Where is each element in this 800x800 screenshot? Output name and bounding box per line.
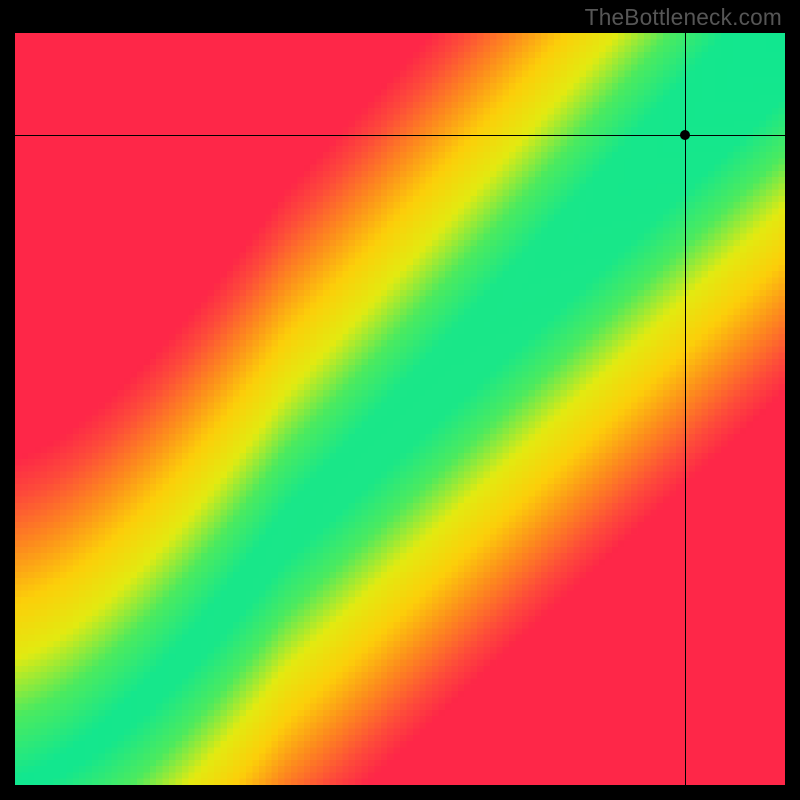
crosshair-horizontal [15,135,785,136]
crosshair-vertical [685,33,686,785]
heatmap-plot-frame [12,30,788,788]
heatmap-plot-area [15,33,785,785]
heatmap-canvas [15,33,785,785]
watermark-text: TheBottleneck.com [585,4,782,31]
crosshair-marker [680,130,690,140]
